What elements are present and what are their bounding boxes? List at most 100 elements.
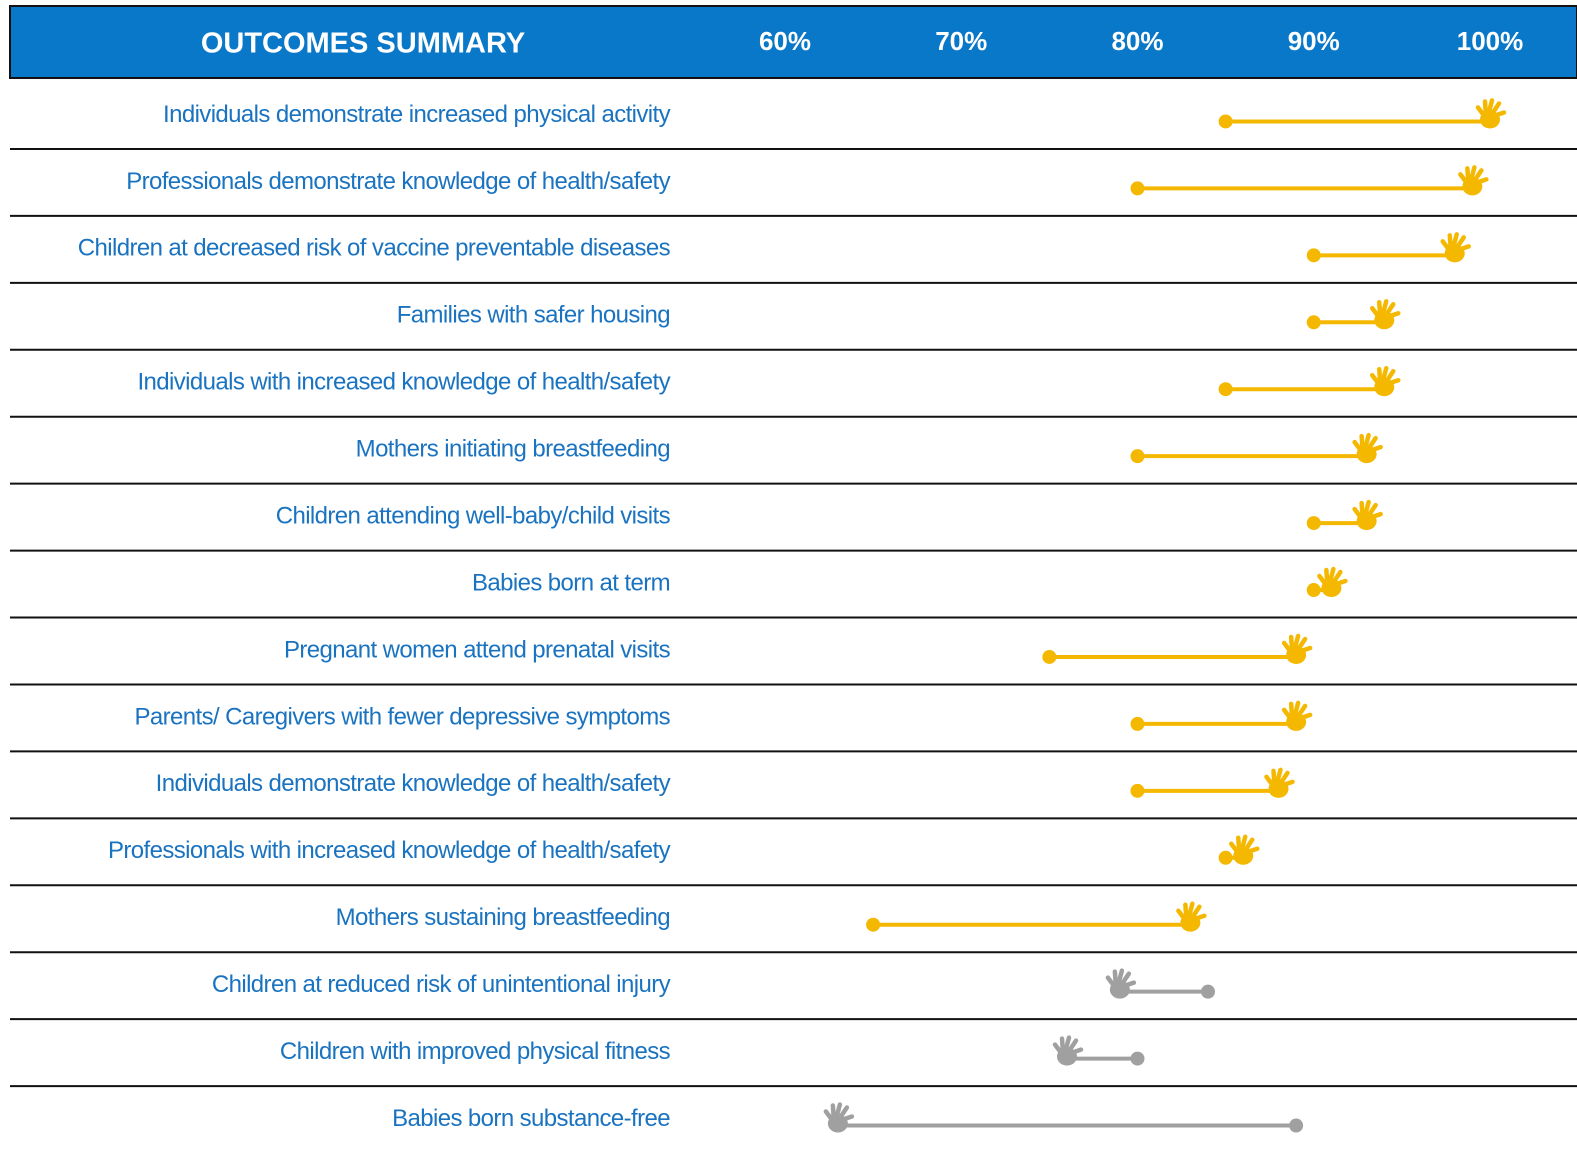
hand-marker xyxy=(1284,703,1310,731)
x-tick-label: 100% xyxy=(1457,26,1524,56)
hand-finger xyxy=(1195,916,1204,919)
hand-marker xyxy=(1231,837,1257,865)
hand-finger xyxy=(1355,442,1361,450)
row-label: Mothers sustaining breastfeeding xyxy=(336,904,670,931)
hand-finger xyxy=(1291,637,1292,651)
start-dot xyxy=(1131,449,1145,463)
hand-finger xyxy=(1478,107,1484,115)
hand-finger xyxy=(826,1112,832,1120)
x-tick-label: 80% xyxy=(1111,26,1163,56)
hand-finger xyxy=(1372,514,1381,517)
row-label: Families with safer housing xyxy=(397,302,670,329)
hand-finger xyxy=(1284,643,1290,651)
hand-marker xyxy=(1108,971,1134,999)
hand-marker xyxy=(1055,1038,1081,1066)
start-dot xyxy=(1131,784,1145,798)
hand-marker xyxy=(1319,569,1345,597)
hand-marker xyxy=(1267,770,1293,798)
hand-marker xyxy=(1355,502,1381,530)
start-dot xyxy=(866,918,880,932)
start-dot xyxy=(1201,985,1215,999)
start-dot xyxy=(1131,1052,1145,1066)
hand-finger xyxy=(1115,972,1116,986)
hand-finger xyxy=(1284,710,1290,718)
chart-title: OUTCOMES SUMMARY xyxy=(201,28,525,60)
x-tick-label: 60% xyxy=(759,26,811,56)
start-dot xyxy=(1307,248,1321,262)
start-dot xyxy=(1307,315,1321,329)
hand-finger xyxy=(1319,576,1325,584)
hand-marker xyxy=(826,1105,852,1133)
hand-finger xyxy=(1379,302,1380,316)
row-label: Children at reduced risk of unintentiona… xyxy=(212,971,671,998)
hand-marker xyxy=(1372,301,1398,329)
hand-finger xyxy=(1485,101,1486,115)
hand-finger xyxy=(1495,112,1504,115)
row-label: Professionals with increased knowledge o… xyxy=(108,837,671,864)
hand-marker xyxy=(1355,435,1381,463)
hand-finger xyxy=(1301,715,1310,718)
hand-finger xyxy=(1108,978,1114,986)
start-dot xyxy=(1131,181,1145,195)
row-label: Children with improved physical fitness xyxy=(280,1038,671,1065)
hand-finger xyxy=(1238,838,1239,852)
start-dot xyxy=(1219,114,1233,128)
row-label: Children at decreased risk of vaccine pr… xyxy=(78,235,671,262)
hand-finger xyxy=(1467,168,1468,182)
hand-finger xyxy=(1055,1045,1061,1053)
hand-finger xyxy=(1274,771,1275,785)
row-label: Parents/ Caregivers with fewer depressiv… xyxy=(134,703,670,730)
hand-finger xyxy=(1372,375,1378,383)
start-dot xyxy=(1289,1119,1303,1133)
hand-finger xyxy=(1284,782,1293,785)
hand-finger xyxy=(1125,983,1134,986)
start-dot xyxy=(1042,650,1056,664)
row-label: Mothers initiating breastfeeding xyxy=(356,436,670,463)
hand-finger xyxy=(1379,369,1380,383)
hand-finger xyxy=(1072,1050,1081,1053)
hand-finger xyxy=(1062,1039,1063,1053)
start-dot xyxy=(1219,851,1233,865)
hand-finger xyxy=(1389,313,1398,316)
hand-finger xyxy=(1460,174,1466,182)
hand-marker xyxy=(1478,100,1504,128)
hand-finger xyxy=(1355,509,1361,517)
row-label: Babies born substance-free xyxy=(392,1105,670,1132)
row-label: Individuals demonstrate knowledge of hea… xyxy=(156,770,671,797)
hand-finger xyxy=(1389,380,1398,383)
row-label: Individuals demonstrate increased physic… xyxy=(163,101,671,128)
row-label: Babies born at term xyxy=(472,569,670,596)
start-dot xyxy=(1219,382,1233,396)
hand-finger xyxy=(1362,503,1363,517)
hand-finger xyxy=(1326,570,1327,584)
hand-finger xyxy=(1178,911,1184,919)
hand-finger xyxy=(843,1117,852,1120)
hand-finger xyxy=(1291,704,1292,718)
hand-finger xyxy=(1460,246,1469,249)
hand-finger xyxy=(1372,308,1378,316)
row-label: Individuals with increased knowledge of … xyxy=(137,369,670,396)
start-dot xyxy=(1307,583,1321,597)
hand-finger xyxy=(833,1106,834,1120)
hand-finger xyxy=(1362,436,1363,450)
start-dot xyxy=(1131,717,1145,731)
hand-finger xyxy=(1336,581,1345,584)
hand-marker xyxy=(1460,167,1486,195)
start-dot xyxy=(1307,516,1321,530)
hand-finger xyxy=(1372,447,1381,450)
row-label: Pregnant women attend prenatal visits xyxy=(284,636,671,663)
hand-marker xyxy=(1372,368,1398,396)
row-label: Children attending well-baby/child visit… xyxy=(276,502,671,529)
hand-marker xyxy=(1178,904,1204,932)
hand-finger xyxy=(1185,905,1186,919)
hand-finger xyxy=(1477,179,1486,182)
chart: OUTCOMES SUMMARY 60%70%80%90%100%Individ… xyxy=(0,0,1577,1153)
row-label: Professionals demonstrate knowledge of h… xyxy=(126,168,670,195)
hand-finger xyxy=(1231,844,1237,852)
hand-finger xyxy=(1301,648,1310,651)
x-tick-label: 70% xyxy=(935,26,987,56)
hand-finger xyxy=(1443,241,1449,249)
hand-finger xyxy=(1267,777,1273,785)
hand-marker xyxy=(1443,234,1469,262)
hand-finger xyxy=(1248,849,1257,852)
